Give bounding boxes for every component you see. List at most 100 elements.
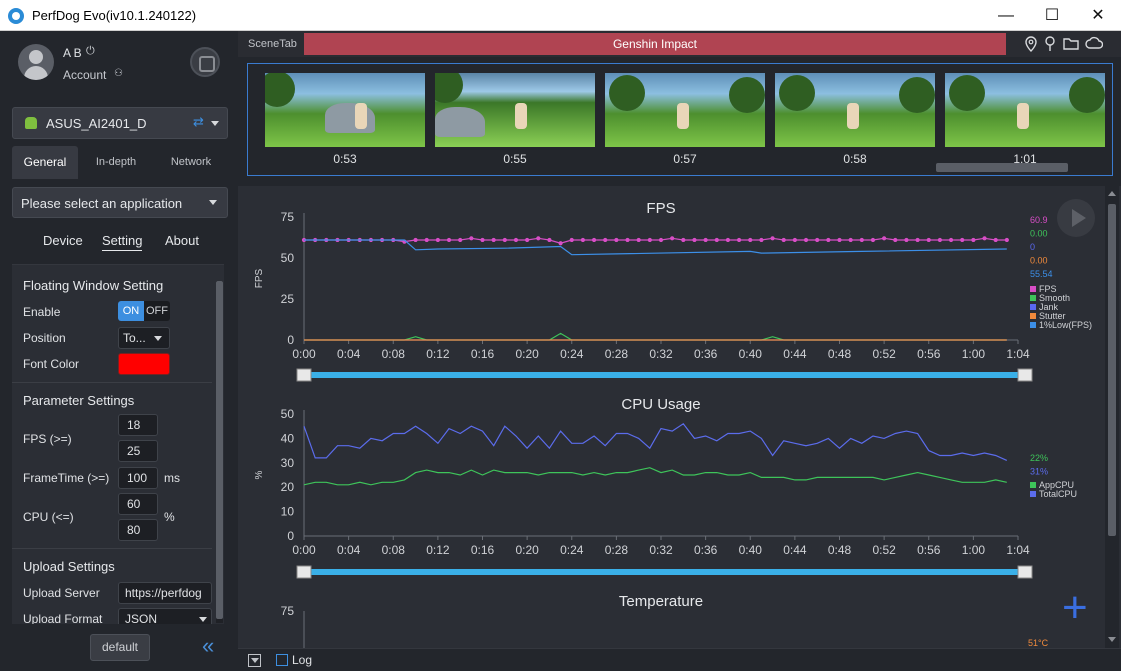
- subtab-about[interactable]: About: [165, 233, 199, 248]
- y-tick-label: 20: [281, 480, 295, 494]
- cloud-icon[interactable]: [1085, 36, 1103, 50]
- scrollbar-thumb[interactable]: [1108, 204, 1116, 536]
- scroll-up-icon[interactable]: [1108, 191, 1116, 196]
- data-point: [536, 236, 541, 241]
- data-point: [960, 237, 965, 243]
- data-point: [770, 236, 775, 241]
- legend-value: 22%: [1030, 453, 1048, 463]
- maximize-button[interactable]: ☐: [1044, 7, 1060, 24]
- data-point: [748, 237, 753, 243]
- data-point: [803, 237, 809, 243]
- scene-bar: SceneTab Genshin Impact: [238, 31, 1121, 57]
- data-point: [491, 237, 496, 243]
- scenetab-label[interactable]: SceneTab: [248, 38, 297, 50]
- device-select[interactable]: ASUS_AI2401_D ⇄: [12, 107, 228, 139]
- scrollbar-thumb[interactable]: [216, 281, 223, 619]
- x-tick-label: 0:44: [783, 543, 807, 557]
- divider: [12, 382, 212, 383]
- add-chart-icon[interactable]: +: [1062, 583, 1088, 632]
- account-label[interactable]: Account: [63, 68, 107, 82]
- character-shape: [847, 103, 859, 129]
- enable-toggle[interactable]: ON OFF: [118, 301, 170, 321]
- expand-log-button[interactable]: [248, 654, 261, 667]
- application-select-placeholder: Please select an application: [21, 196, 183, 211]
- x-tick-label: 0:16: [471, 347, 495, 361]
- upload-format-select[interactable]: JSON: [118, 608, 212, 624]
- x-tick-label: 0:16: [471, 543, 495, 557]
- collapse-panel-icon[interactable]: «: [202, 633, 215, 658]
- thumbnail-scrollbar[interactable]: [936, 163, 1068, 172]
- data-point: [513, 237, 519, 243]
- subtab-setting[interactable]: Setting: [102, 233, 143, 251]
- charts-area: FPS 0 25 50 75 FPS 0:00 0:04 0:08 0:12 0:16 0:20 0:2…: [238, 186, 1121, 648]
- upload-server-input[interactable]: https://perfdog: [118, 582, 212, 604]
- series-line-smooth: [304, 332, 1007, 341]
- thumbnail-time: 0:53: [333, 152, 357, 166]
- tree-shape: [949, 75, 985, 111]
- tree-shape: [435, 73, 463, 103]
- log-label[interactable]: Log: [292, 653, 313, 667]
- x-tick-label: 0:04: [337, 347, 361, 361]
- legend-value: 51°C: [1028, 638, 1049, 648]
- avatar[interactable]: [18, 44, 54, 80]
- data-point: [893, 237, 898, 243]
- cpu-max-input[interactable]: 80: [118, 519, 158, 541]
- data-point: [569, 237, 574, 243]
- screenshot-thumbnail[interactable]: [435, 73, 595, 147]
- frametime-input[interactable]: 100: [118, 467, 158, 489]
- close-button[interactable]: ✕: [1091, 7, 1105, 24]
- default-button[interactable]: default: [90, 634, 150, 661]
- tab-general[interactable]: General: [12, 146, 78, 179]
- legend-entry: TotalCPU: [1039, 489, 1077, 499]
- y-tick-label: 50: [281, 407, 295, 421]
- character-shape: [677, 103, 689, 129]
- tab-network[interactable]: Network: [170, 156, 212, 168]
- toggle-on[interactable]: ON: [118, 301, 144, 321]
- folder-icon[interactable]: [1063, 36, 1079, 50]
- data-point: [714, 237, 719, 243]
- screenshot-thumbnail[interactable]: [265, 73, 425, 147]
- screenshot-thumbnail[interactable]: [945, 73, 1105, 147]
- scroll-down-icon[interactable]: [1108, 637, 1116, 642]
- legend-value: 0.00: [1030, 256, 1048, 266]
- x-tick-label: 1:04: [1006, 543, 1030, 557]
- location-icon[interactable]: [1024, 36, 1038, 52]
- tree-shape: [779, 75, 815, 111]
- stop-record-button[interactable]: [190, 47, 220, 77]
- subtab-device[interactable]: Device: [43, 233, 83, 248]
- cpu-min-input[interactable]: 60: [118, 493, 158, 515]
- data-point: [703, 237, 708, 243]
- chevron-down-icon: [199, 617, 207, 622]
- cpu-unit: %: [164, 510, 175, 524]
- position-select[interactable]: To...: [118, 327, 170, 349]
- account-switch-icon[interactable]: ⚇: [114, 68, 123, 79]
- position-label: Position: [23, 331, 66, 345]
- font-color-swatch[interactable]: [118, 353, 170, 375]
- data-point: [792, 237, 797, 243]
- screenshot-thumbnail[interactable]: [775, 73, 935, 147]
- fps-min-input[interactable]: 18: [118, 414, 158, 436]
- x-tick-label: 0:52: [872, 347, 896, 361]
- range-slider-handle-left: [296, 368, 312, 382]
- legend-entry: AppCPU: [1039, 480, 1074, 490]
- x-tick-label: 0:00: [292, 543, 316, 557]
- upload-format-label: Upload Format: [23, 612, 103, 624]
- game-title-bar[interactable]: Genshin Impact: [304, 33, 1006, 55]
- pin-icon[interactable]: [1044, 36, 1056, 52]
- x-tick-label: 0:28: [605, 347, 629, 361]
- data-point: [971, 237, 976, 243]
- power-icon[interactable]: ⏻: [86, 45, 95, 57]
- fps-max-input[interactable]: 25: [118, 440, 158, 462]
- settings-scrollbar[interactable]: [216, 281, 223, 623]
- x-tick-label: 0:40: [739, 543, 763, 557]
- toggle-off[interactable]: OFF: [146, 305, 168, 317]
- upload-format-value: JSON: [125, 612, 158, 624]
- x-tick-label: 0:48: [828, 347, 852, 361]
- charts-scrollbar[interactable]: [1105, 186, 1119, 648]
- application-select[interactable]: Please select an application: [12, 187, 228, 218]
- screenshot-thumbnail[interactable]: [605, 73, 765, 147]
- play-button[interactable]: [1057, 199, 1095, 237]
- minimize-button[interactable]: —: [998, 7, 1014, 24]
- log-checkbox[interactable]: [276, 654, 288, 666]
- tab-in-depth[interactable]: In-depth: [95, 156, 137, 168]
